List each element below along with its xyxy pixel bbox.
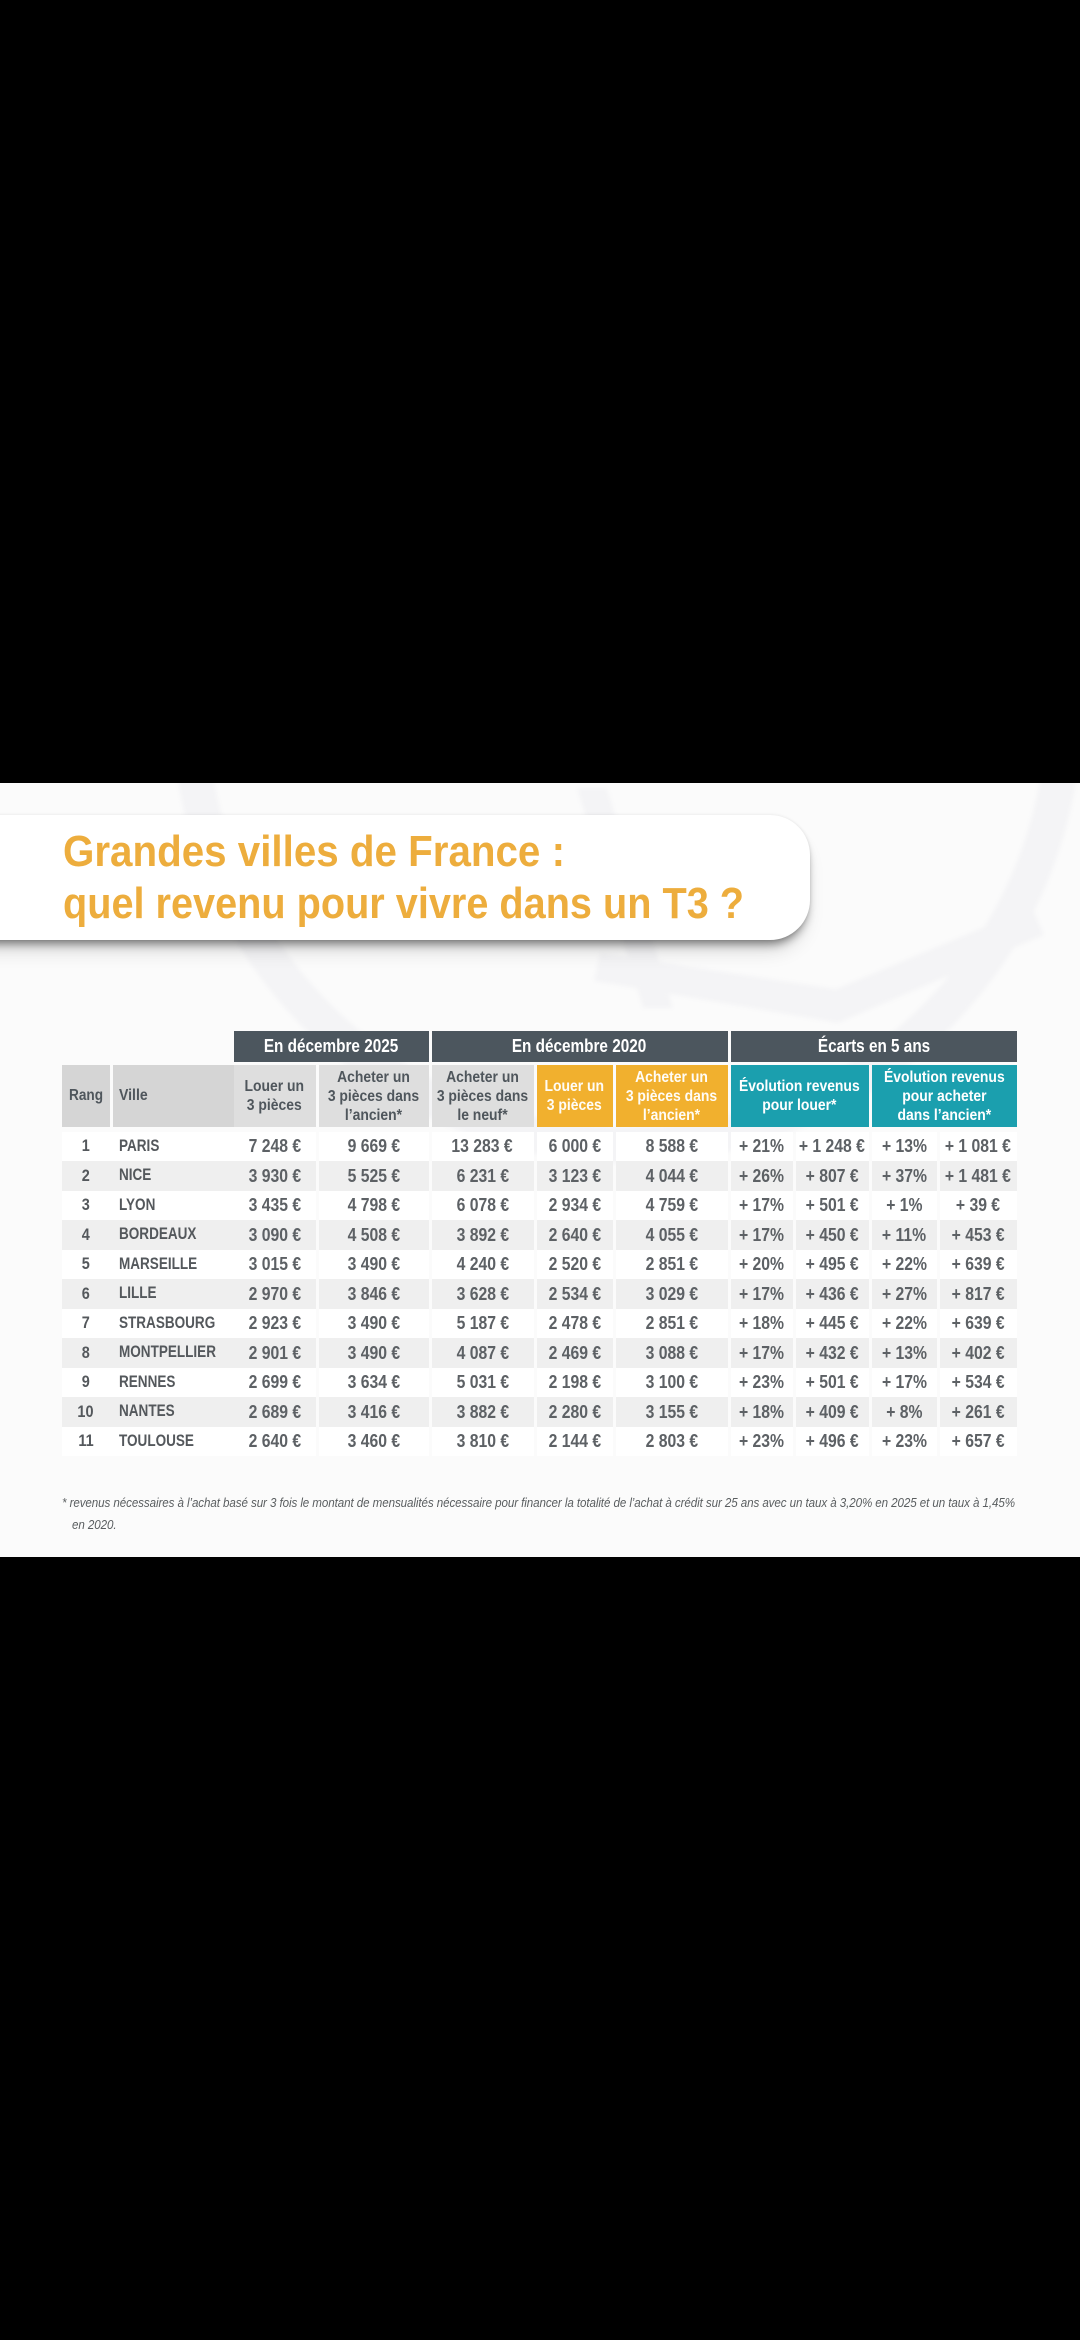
svg-text:quel revenu pour vivre dans un: quel revenu pour vivre dans un T3 ? (63, 879, 744, 928)
svg-text:Grandes villes de France :: Grandes villes de France : (63, 827, 565, 876)
